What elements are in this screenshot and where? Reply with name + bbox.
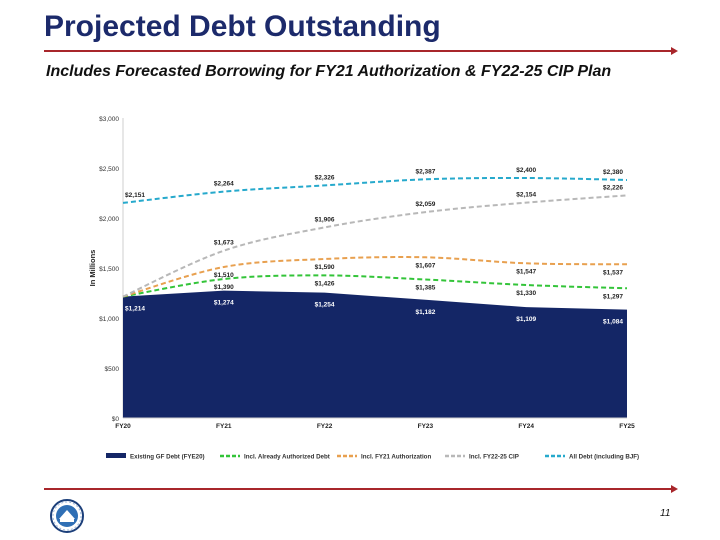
data-label: $1,426 [315,280,335,287]
legend-label: Existing GF Debt (FYE20) [130,454,205,461]
data-label: $2,059 [415,201,435,208]
data-label: $1,607 [415,262,435,269]
y-tick-label: $2,000 [99,216,119,223]
x-tick-label: FY23 [418,423,434,430]
data-label: $1,547 [516,268,536,275]
slide-subtitle: Includes Forecasted Borrowing for FY21 A… [46,63,612,80]
x-tick-label: FY20 [115,423,131,430]
data-label: $1,906 [315,216,335,223]
data-label: $1,385 [415,285,435,292]
legend-label: Incl. FY21 Authorization [361,454,431,461]
data-label: $2,151 [125,192,145,199]
data-label: $1,330 [516,290,536,297]
legend-label: Incl. FY22-25 CIP [469,454,519,461]
y-tick-label: $1,000 [99,316,119,323]
legend-label: Incl. Already Authorized Debt [244,454,330,461]
y-tick-label: $500 [105,366,120,373]
data-label: $1,390 [214,284,234,291]
data-label: $1,214 [125,306,145,313]
data-label: $1,297 [603,293,623,300]
data-label: $1,537 [603,269,623,276]
data-label: $2,226 [603,184,623,191]
page-number: 11 [660,508,671,519]
data-label: $1,590 [315,264,335,271]
data-label: $2,154 [516,192,536,199]
series-line-1 [122,274,628,298]
data-label: $2,400 [516,167,536,174]
series-line-2 [122,256,628,298]
legend-swatch [106,453,126,458]
x-tick-label: FY22 [317,423,333,430]
legend-label: All Debt (including BJF) [569,454,639,461]
city-seal-icon [50,499,84,533]
series-area-existing-debt [123,290,627,418]
data-label: $2,264 [214,181,234,188]
debt-chart: $0 $500 $1,000 $1,500 $2,000 $2,500 $3,000 In M… [88,116,639,461]
series-line-4 [122,176,628,204]
x-tick-label: FY24 [518,423,534,430]
y-tick-label: $0 [112,416,120,423]
x-tick-label: FY25 [619,423,635,430]
y-axis-label: In Millions [88,250,97,287]
data-label: $2,326 [315,174,335,181]
y-tick-label: $3,000 [99,116,119,123]
data-label: $2,387 [415,168,435,175]
data-label: $1,510 [214,272,234,279]
data-label: $1,109 [516,316,536,323]
series-line-3 [122,194,628,298]
data-label: $1,673 [214,240,234,247]
slide-title: Projected Debt Outstanding [44,10,441,43]
y-tick-label: $1,500 [99,266,119,273]
data-label: $1,274 [214,300,234,307]
data-label: $1,254 [315,302,335,309]
x-tick-label: FY21 [216,423,232,430]
data-label: $1,084 [603,319,623,326]
y-tick-label: $2,500 [99,166,119,173]
data-label: $2,380 [603,169,623,176]
data-label: $1,182 [415,309,435,316]
footer-divider [44,485,678,493]
title-divider [44,47,678,55]
